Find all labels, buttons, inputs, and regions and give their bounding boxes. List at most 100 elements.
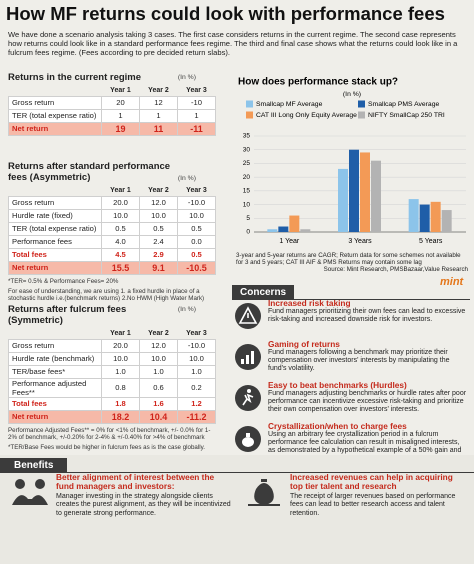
table-cell: 0.5 xyxy=(177,221,216,236)
header-cell xyxy=(9,185,102,196)
table-row: Hurdle rate (fixed) 10.0 10.0 10.0 xyxy=(8,208,216,223)
table-cell: 0.5 xyxy=(177,247,216,262)
column-header: Year 3 xyxy=(186,86,207,94)
table-cell: 10.0 xyxy=(177,208,216,223)
header-cell xyxy=(9,328,102,339)
icon xyxy=(248,479,280,506)
page-title: How MF returns could look with performan… xyxy=(6,3,445,24)
y-tick-label: 25 xyxy=(243,160,251,167)
row-label: TER (total expense ratio) xyxy=(8,108,102,123)
table-note: Performance Adjusted Fees** = 0% for <1%… xyxy=(8,426,211,441)
row-label: Performance adjusted Fees** xyxy=(8,377,102,398)
row-label: Hurdle rate (fixed) xyxy=(8,208,102,223)
table-cell: 10.0 xyxy=(139,208,178,223)
table-note: *TER/Base Fees would be higher in fulcru… xyxy=(8,444,205,452)
table-cell: -11.2 xyxy=(177,409,216,424)
table-row: Gross return 20 12 -10 xyxy=(8,95,216,110)
logo: mint xyxy=(440,276,464,288)
concern-title: Easy to beat benchmarks (Hurdles) xyxy=(268,380,407,390)
table-row: TER (total expense ratio) 1 1 1 xyxy=(8,108,216,123)
icon xyxy=(235,344,261,370)
legend-swatch xyxy=(246,100,253,108)
column-header: Year 2 xyxy=(148,86,169,94)
table-cell: 12.0 xyxy=(139,195,178,210)
table-cell: 11 xyxy=(139,121,178,136)
table-row: Performance fees 4.0 2.4 0.0 xyxy=(8,234,216,249)
table-cell: 10.0 xyxy=(101,208,140,223)
benefit-text: Manager investing in the strategy alongs… xyxy=(56,493,231,517)
table-row: Net return 19 11 -11 xyxy=(8,121,216,136)
table-title: Returns in the current regime xyxy=(8,72,142,83)
y-tick-label: 5 xyxy=(246,215,250,222)
concern-text: Fund managers prioritizing their own fee… xyxy=(268,308,466,324)
row-label: TER/base fees* xyxy=(8,364,102,379)
table-cell: 1.8 xyxy=(101,396,140,411)
table-cell: 4.0 xyxy=(101,234,140,249)
benefits: Benefits Better alignment of interest be… xyxy=(0,455,474,564)
row-label: Net return xyxy=(8,260,102,275)
chart-title: How does performance stack up? xyxy=(238,77,398,88)
table-block: Returns in the current regime (In %) Year … xyxy=(8,72,216,136)
row-label: Net return xyxy=(8,121,102,136)
table-row: Performance adjusted Fees** 0.8 0.6 0.2 xyxy=(8,377,216,398)
bar xyxy=(430,201,441,232)
y-tick-label: 0 xyxy=(246,229,250,236)
header-cell xyxy=(9,85,102,96)
bar xyxy=(289,215,300,232)
table-cell: 0.2 xyxy=(177,377,216,398)
y-tick-label: 10 xyxy=(243,201,251,208)
concerns: Concerns Increased risk taking Fund mana… xyxy=(232,282,470,463)
table-cell: 10.4 xyxy=(139,409,178,424)
column-header: Year 2 xyxy=(148,186,169,194)
section-header: Concerns xyxy=(232,285,295,300)
table-cell: 1 xyxy=(177,108,216,123)
table: Year 1 Year 2 Year 3 Gross return 20.0 12.0 -1… xyxy=(8,328,216,424)
benefit-text: The receipt of larger revenues based on … xyxy=(290,493,456,517)
concern-title: Crystallization/when to charge fees xyxy=(268,421,407,431)
table-block: Returns after fulcrum fees (Symmetric) (I… xyxy=(8,304,216,451)
table-block: Returns after standard performance fees … xyxy=(8,161,216,302)
table-cell: 1 xyxy=(101,108,140,123)
table: Year 1 Year 2 Year 3 Gross return 20 12 -10 TER… xyxy=(8,85,216,136)
table-cell: 0.5 xyxy=(101,221,140,236)
table-cell: 4.5 xyxy=(101,247,140,262)
table-cell: -10.0 xyxy=(177,195,216,210)
header-row: Year 1 Year 2 Year 3 xyxy=(9,85,216,96)
row-label: Gross return xyxy=(8,338,102,353)
benefit-title: Better alignment of interest between the… xyxy=(56,472,215,491)
column-header: Year 2 xyxy=(148,329,169,337)
x-tick-label: 1 Year xyxy=(279,238,300,245)
table-cell: -10 xyxy=(177,95,216,110)
x-tick-label: 5 Years xyxy=(419,238,443,245)
bar xyxy=(360,152,370,232)
chart: How does performance stack up? (In %) Smal… xyxy=(238,77,466,245)
column-header: Year 1 xyxy=(110,186,131,194)
table-cell: 1.0 xyxy=(139,364,178,379)
table-cell: 19 xyxy=(101,121,140,136)
section-header: Benefits xyxy=(0,458,68,473)
chart-unit: (In %) xyxy=(343,91,361,98)
table-cell: 0.0 xyxy=(177,234,216,249)
table-row: Net return 18.2 10.4 -11.2 xyxy=(8,409,216,424)
bar xyxy=(371,160,381,232)
legend-swatch xyxy=(358,111,365,119)
source: Source: Mint Research, PMSBazaar,Value R… xyxy=(323,266,468,273)
legend-label: NIFTY SmallCap 250 TRI xyxy=(368,112,445,119)
header-row: Year 1 Year 2 Year 3 xyxy=(9,328,216,339)
row-label: Performance fees xyxy=(8,234,102,249)
row-label: Gross return xyxy=(8,95,102,110)
intro: We have done a scenario analysis taking … xyxy=(8,30,458,57)
table-cell: -11 xyxy=(177,121,216,136)
table-unit: (In %) xyxy=(177,306,196,313)
legend-swatch xyxy=(358,100,365,108)
table-cell: 15.5 xyxy=(101,260,140,275)
table-cell: -10.0 xyxy=(177,338,216,353)
column-header: Year 1 xyxy=(110,86,131,94)
table-cell: 10.0 xyxy=(101,351,140,366)
table-cell: 1.0 xyxy=(177,364,216,379)
table-row: TER/base fees* 1.0 1.0 1.0 xyxy=(8,364,216,379)
table-cell: 2.9 xyxy=(139,247,178,262)
concern-text: Fund managers adjusting benchmarks or hu… xyxy=(268,390,467,414)
column-header: Year 3 xyxy=(186,186,207,194)
concern-title: Increased risk taking xyxy=(268,298,351,308)
